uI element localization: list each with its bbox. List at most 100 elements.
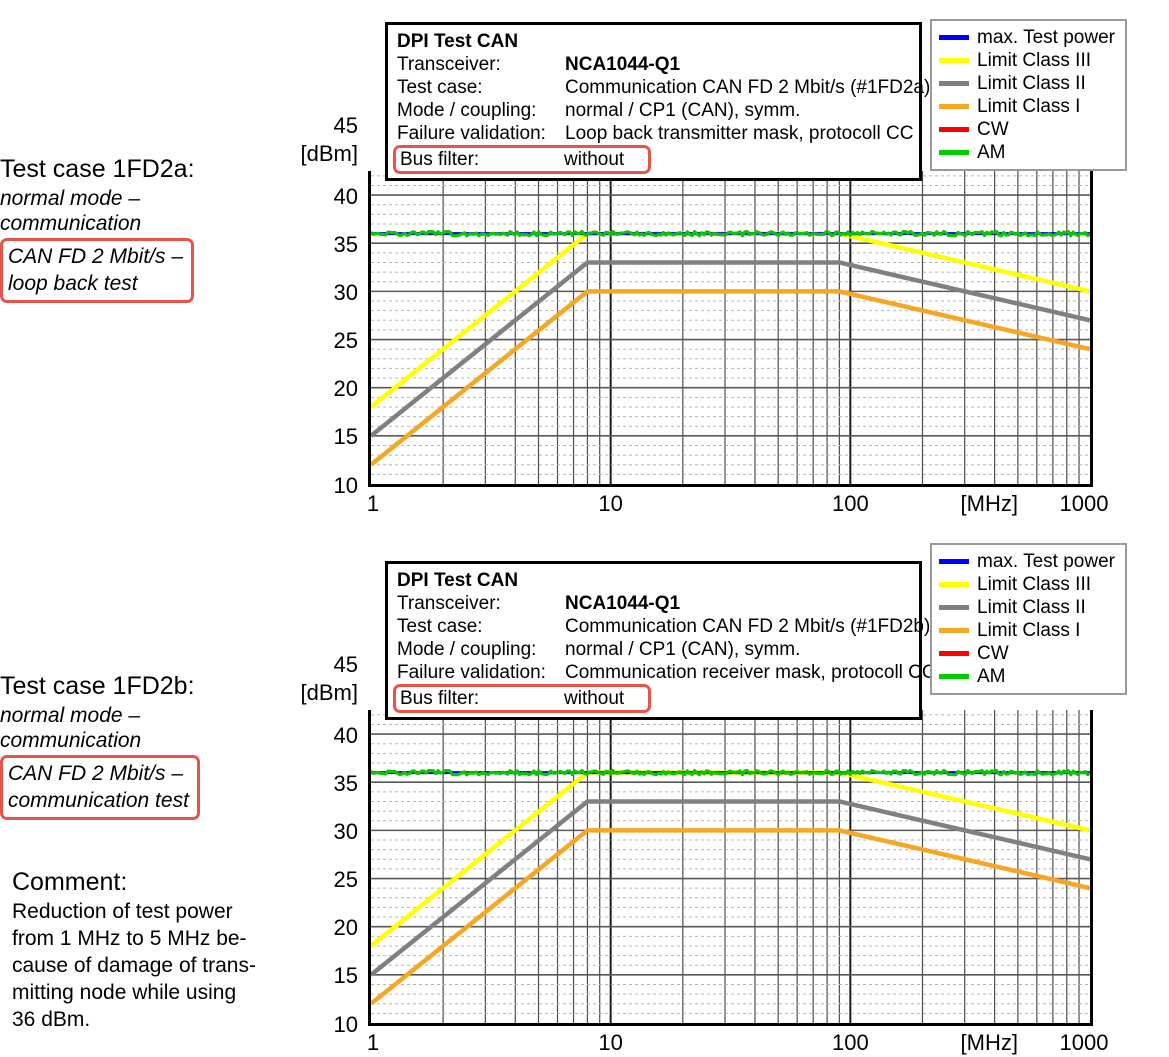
legend-color-swatch-icon — [939, 651, 969, 656]
series-line-am — [371, 229, 1090, 238]
chart-a-legend-label: max. Test power — [977, 27, 1115, 48]
chart-a-legend-item[interactable]: max. Test power — [939, 26, 1115, 49]
case-b-line1: normal mode – — [0, 704, 141, 727]
case-a-line2: communication — [0, 212, 142, 235]
chart-b-y-tick-label: 30 — [333, 818, 358, 844]
chart-b-info-key: Bus filter: — [400, 688, 480, 709]
chart-b-legend-item[interactable]: AM — [939, 665, 1115, 688]
chart-a-info-value: Communication CAN FD 2 Mbit/s (#1FD2a) — [565, 77, 931, 98]
chart-a-legend-item[interactable]: Limit Class I — [939, 95, 1115, 118]
chart-a-y-tick-label: 45 — [333, 113, 358, 138]
chart-b-y-axis-unit: [dBm] — [300, 680, 358, 705]
chart-b-info-key: Mode / coupling: — [397, 639, 537, 660]
chart-b-info-value: Communication receiver mask, protocoll C… — [565, 662, 936, 683]
chart-a-x-tick-label: 100 — [831, 491, 869, 516]
legend-color-swatch-icon — [939, 628, 969, 633]
chart-a-y-tick-label: 10 — [333, 472, 358, 498]
legend-color-swatch-icon — [939, 58, 969, 63]
case-a-boxed-line1: CAN FD 2 Mbit/s – — [8, 245, 184, 268]
chart-b-x-tick-label: 100 — [831, 1030, 869, 1055]
case-a-highlight-box: CAN FD 2 Mbit/s – loop back test — [0, 238, 195, 303]
chart-b-legend-item[interactable]: Limit Class III — [939, 573, 1115, 596]
chart-b-y-tick-label: 45 — [333, 652, 358, 677]
chart-a-legend-item[interactable]: AM — [939, 141, 1115, 164]
series-line-am — [371, 768, 1090, 777]
chart-b-legend-label: Limit Class I — [977, 620, 1081, 641]
case-b-boxed-line1: CAN FD 2 Mbit/s – — [8, 762, 184, 785]
comment-line-2: from 1 MHz to 5 MHz be- — [12, 927, 247, 950]
chart-b-info-value: normal / CP1 (CAN), symm. — [565, 639, 801, 660]
chart-b-info-row-highlighted: Bus filter: without — [393, 684, 651, 713]
chart-b-info-key: Test case: — [397, 616, 483, 637]
chart-a-x-axis-unit: [MHz] — [960, 491, 1019, 516]
legend-color-swatch-icon — [939, 150, 969, 155]
chart-b-legend-item[interactable]: max. Test power — [939, 550, 1115, 573]
chart-a-legend: max. Test power Limit Class III Limit Clas… — [930, 19, 1127, 171]
chart-a-info-key: Failure validation: — [397, 123, 546, 144]
chart-a-info-title: DPI Test CAN — [397, 31, 519, 52]
chart-b-legend-item[interactable]: Limit Class II — [939, 596, 1115, 619]
chart-b-legend-label: CW — [977, 643, 1009, 664]
chart-a-legend-item[interactable]: CW — [939, 118, 1115, 141]
chart-b-legend-label: Limit Class II — [977, 597, 1086, 618]
chart-a-legend-item[interactable]: Limit Class III — [939, 49, 1115, 72]
chart-a-x-tick-label: 10 — [598, 491, 623, 516]
chart-a-y-tick-label: 20 — [333, 376, 358, 402]
chart-a-legend-label: Limit Class III — [977, 50, 1092, 71]
chart-a-info-value: without — [564, 149, 625, 170]
chart-b-y-axis-labels: 10 15 20 25 30 35 40 45 [dBm] — [296, 531, 358, 1037]
chart-b-legend-label: max. Test power — [977, 551, 1115, 572]
chart-b-x-tick-label: 1000 — [1059, 1030, 1109, 1055]
annotation-case-b: Test case 1FD2b: normal mode – communica… — [0, 672, 330, 820]
case-a-boxed-line2: loop back test — [8, 272, 138, 295]
chart-b-info-row: Transceiver: NCA1044-Q1 — [397, 592, 911, 615]
chart-a-info-value: Loop back transmitter mask, protocoll CC — [565, 123, 914, 144]
series-line-limit-class-ii — [371, 260, 1090, 438]
chart-b-x-axis-unit: [MHz] — [960, 1030, 1019, 1055]
chart-b-info-value: Communication CAN FD 2 Mbit/s (#1FD2b) — [565, 616, 931, 637]
case-a-title: Test case 1FD2a: — [0, 155, 195, 183]
chart-a-legend-item[interactable]: Limit Class II — [939, 72, 1115, 95]
chart-a-info-key: Mode / coupling: — [397, 100, 537, 121]
chart-a-info-value: normal / CP1 (CAN), symm. — [565, 100, 801, 121]
comment-line-5: 36 dBm. — [12, 1008, 91, 1031]
comment-line-3: cause of damage of trans- — [12, 954, 256, 977]
series-line-limit-class-i — [371, 289, 1090, 467]
series-line-limit-class-ii — [371, 799, 1090, 977]
legend-color-swatch-icon — [939, 104, 969, 109]
case-b-boxed-line2: communication test — [8, 789, 189, 812]
legend-color-swatch-icon — [939, 35, 969, 40]
chart-b-y-tick-label: 25 — [333, 867, 358, 893]
comment-title: Comment: — [12, 868, 128, 896]
chart-b-y-tick-label: 10 — [333, 1011, 358, 1037]
chart-a-legend-label: AM — [977, 142, 1006, 163]
chart-a-y-axis-labels: 10 15 20 25 30 35 40 45 [dBm] — [296, 14, 358, 504]
case-b-line2: communication — [0, 729, 142, 752]
case-b-title: Test case 1FD2b: — [0, 672, 195, 700]
chart-b-legend-item[interactable]: Limit Class I — [939, 619, 1115, 642]
chart-b-legend-item[interactable]: CW — [939, 642, 1115, 665]
chart-b-legend: max. Test power Limit Class III Limit Clas… — [930, 543, 1127, 695]
case-a-line1: normal mode – — [0, 187, 141, 210]
chart-a-x-tick-label: 1000 — [1059, 491, 1109, 516]
chart-b-y-tick-label: 35 — [333, 770, 358, 796]
chart-a-info-box: DPI Test CAN Transceiver: NCA1044-Q1 Test c… — [385, 22, 930, 181]
chart-a-y-axis-unit: [dBm] — [300, 141, 358, 166]
chart-b-info-box: DPI Test CAN Transceiver: NCA1044-Q1 Test c… — [385, 561, 936, 720]
chart-a-info-row-highlighted: Bus filter: without — [393, 145, 651, 174]
chart-b-info-row: Mode / coupling: normal / CP1 (CAN), symm… — [397, 638, 911, 661]
legend-color-swatch-icon — [939, 81, 969, 86]
legend-color-swatch-icon — [939, 582, 969, 587]
chart-a-y-tick-label: 25 — [333, 328, 358, 354]
chart-b-info-key: Failure validation: — [397, 662, 546, 683]
annotation-case-a: Test case 1FD2a: normal mode – communica… — [0, 155, 330, 303]
comment-block: Comment: Reduction of test power from 1 … — [12, 868, 342, 1033]
chart-b-info-title: DPI Test CAN — [397, 570, 519, 591]
chart-a-info-key: Transceiver: — [397, 54, 501, 75]
chart-a-info-value: NCA1044-Q1 — [565, 54, 681, 75]
chart-b-y-tick-label: 15 — [333, 963, 358, 989]
chart-b-x-tick-label: 1 — [366, 1030, 380, 1055]
chart-a-info-row: Mode / coupling: normal / CP1 (CAN), symm… — [397, 99, 911, 122]
legend-color-swatch-icon — [939, 674, 969, 679]
comment-line-1: Reduction of test power — [12, 900, 233, 923]
